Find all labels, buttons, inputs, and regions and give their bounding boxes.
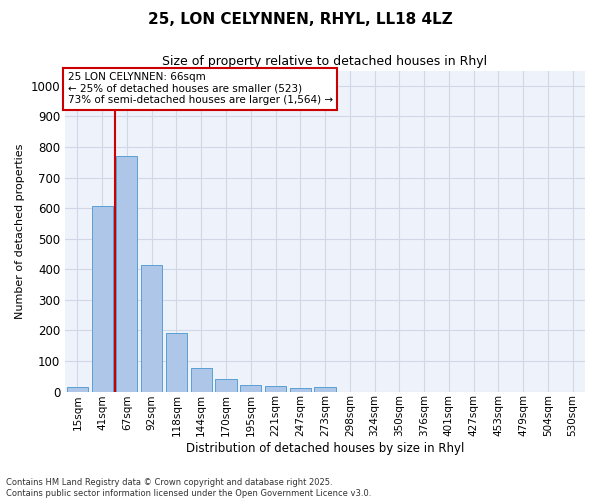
Bar bbox=[191, 368, 212, 392]
Bar bbox=[240, 386, 261, 392]
Bar bbox=[314, 387, 335, 392]
Title: Size of property relative to detached houses in Rhyl: Size of property relative to detached ho… bbox=[163, 55, 488, 68]
Bar bbox=[116, 156, 137, 392]
Bar bbox=[141, 266, 162, 392]
X-axis label: Distribution of detached houses by size in Rhyl: Distribution of detached houses by size … bbox=[186, 442, 464, 455]
Bar bbox=[215, 380, 236, 392]
Bar bbox=[166, 332, 187, 392]
Y-axis label: Number of detached properties: Number of detached properties bbox=[15, 144, 25, 318]
Bar bbox=[265, 386, 286, 392]
Bar bbox=[290, 388, 311, 392]
Text: Contains HM Land Registry data © Crown copyright and database right 2025.
Contai: Contains HM Land Registry data © Crown c… bbox=[6, 478, 371, 498]
Bar bbox=[92, 206, 113, 392]
Text: 25 LON CELYNNEN: 66sqm
← 25% of detached houses are smaller (523)
73% of semi-de: 25 LON CELYNNEN: 66sqm ← 25% of detached… bbox=[68, 72, 333, 106]
Text: 25, LON CELYNNEN, RHYL, LL18 4LZ: 25, LON CELYNNEN, RHYL, LL18 4LZ bbox=[148, 12, 452, 28]
Bar bbox=[67, 387, 88, 392]
